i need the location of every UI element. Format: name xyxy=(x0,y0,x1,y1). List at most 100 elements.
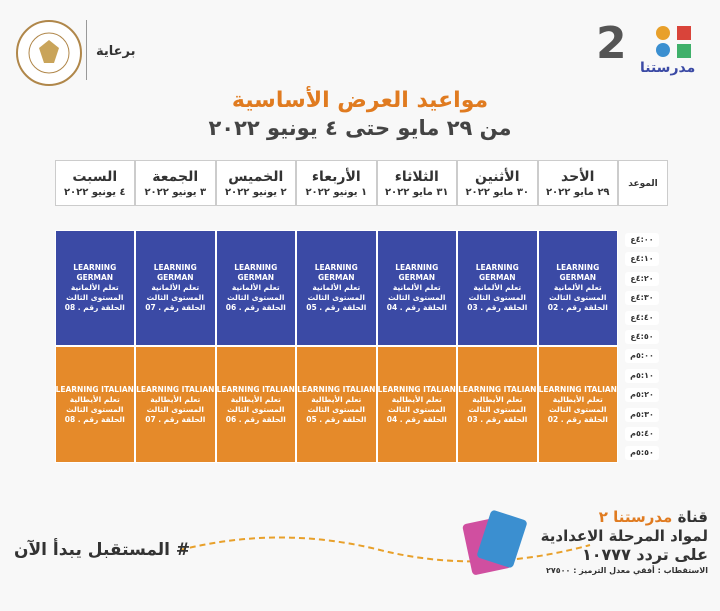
program-title: LEARNING ITALIAN xyxy=(458,384,537,394)
program-episode: الحلقة رقم . 05 xyxy=(306,303,367,313)
program-subject: تعلم الألمانية xyxy=(151,283,200,293)
program-details: تعلم الأيطالية المستوى الثالث الحلقة رقم .… xyxy=(136,395,215,425)
ministry-seal xyxy=(16,20,82,86)
time-header-cell: الموعد xyxy=(618,160,668,206)
program-subject: تعلم الأيطالية xyxy=(391,394,442,404)
program-episode: الحلقة رقم . 07 xyxy=(145,414,206,424)
slogan: # المستقبل يبدأ الآن xyxy=(14,540,191,560)
program-details: تعلم الأيطالية المستوى الثالث الحلقة رقم .… xyxy=(378,395,457,425)
program-details: تعلم الألمانية المستوى الثالث الحلقة رقم .… xyxy=(297,283,376,313)
program-subject: تعلم الأيطالية xyxy=(472,394,523,404)
program-level: المستوى الثالث xyxy=(549,404,607,414)
program-title: LEARNING ITALIAN xyxy=(55,384,134,394)
channel-line: قناة مدرستنا ٢ xyxy=(599,508,708,526)
program-level: المستوى الثالث xyxy=(468,404,526,414)
program-details: تعلم الألمانية المستوى الثالث الحلقة رقم .… xyxy=(56,283,135,313)
program-level: المستوى الثالث xyxy=(66,404,124,414)
tech-info: الاستقطاب : أفقي معدل الترميز : ٢٧٥٠٠ xyxy=(545,566,708,575)
program-subject: تعلم الأيطالية xyxy=(69,394,120,404)
program-cell: LEARNING GERMAN تعلم الألمانية المستوى الث… xyxy=(135,230,216,347)
program-episode: الحلقة رقم . 08 xyxy=(64,414,125,424)
audience: لمواد المرحلة الاعدادية xyxy=(540,527,708,545)
day-date: ٤ يونيو ٢٠٢٢ xyxy=(63,187,126,198)
day-header: الخميس ٢ يونيو ٢٠٢٢ xyxy=(215,160,296,206)
program-cell: LEARNING GERMAN تعلم الألمانية المستوى الث… xyxy=(537,230,618,347)
program-details: تعلم الأيطالية المستوى الثالث الحلقة رقم .… xyxy=(458,395,537,425)
day-name: الأثنين xyxy=(474,169,520,185)
program-episode: الحلقة رقم . 03 xyxy=(467,414,528,424)
time-label: ٥:١٠م xyxy=(625,368,659,383)
day-date: ٣ يونيو ٢٠٢٢ xyxy=(144,187,207,198)
program-level: المستوى الثالث xyxy=(468,293,526,303)
day-name: الثلاثاء xyxy=(394,169,439,185)
program-title: LEARNING GERMAN xyxy=(475,263,519,283)
time-label: ٤:٥٠ع xyxy=(625,330,659,344)
program-subject: تعلم الأيطالية xyxy=(552,394,603,404)
program-cell: LEARNING GERMAN تعلم الألمانية المستوى الث… xyxy=(54,230,135,347)
time-label: ٥:٣٠م xyxy=(625,407,659,422)
program-subject: تعلم الألمانية xyxy=(70,283,119,293)
program-subject: تعلم الألمانية xyxy=(312,283,361,293)
time-label: ٥:٥٠م xyxy=(625,446,659,461)
day-date: ٣٠ مايو ٢٠٢٢ xyxy=(465,187,530,198)
program-episode: الحلقة رقم . 07 xyxy=(145,303,206,313)
program-cell: LEARNING GERMAN تعلم الألمانية المستوى الث… xyxy=(457,230,538,347)
program-episode: الحلقة رقم . 06 xyxy=(225,414,286,424)
program-cell: LEARNING GERMAN تعلم الألمانية المستوى الث… xyxy=(296,230,377,347)
program-details: تعلم الألمانية المستوى الثالث الحلقة رقم .… xyxy=(539,283,618,313)
day-name: الأربعاء xyxy=(311,169,361,185)
program-episode: الحلقة رقم . 05 xyxy=(306,414,367,424)
program-subject: تعلم الألمانية xyxy=(231,283,280,293)
program-subject: تعلم الأيطالية xyxy=(230,394,281,404)
program-title: LEARNING ITALIAN xyxy=(136,384,215,394)
time-label: ٤:٤٠ع xyxy=(625,310,659,325)
time-header: الموعد xyxy=(628,179,658,189)
program-level: المستوى الثالث xyxy=(66,293,124,303)
program-episode: الحلقة رقم . 04 xyxy=(386,414,447,424)
program-cell: LEARNING ITALIAN تعلم الأيطالية المستوى ال… xyxy=(457,346,538,463)
program-episode: الحلقة رقم . 03 xyxy=(467,303,528,313)
time-label: ٤:٢٠ع xyxy=(625,271,659,286)
program-details: تعلم الألمانية المستوى الثالث الحلقة رقم .… xyxy=(378,283,457,313)
program-episode: الحلقة رقم . 08 xyxy=(64,303,125,313)
day-name: السبت xyxy=(72,169,118,185)
day-header: الأربعاء ١ يونيو ٢٠٢٢ xyxy=(296,160,377,206)
program-level: المستوى الثالث xyxy=(549,293,607,303)
program-cell: LEARNING ITALIAN تعلم الأيطالية المستوى ال… xyxy=(135,346,216,463)
time-label: ٤:١٠ع xyxy=(625,252,659,267)
program-level: المستوى الثالث xyxy=(146,293,204,303)
program-cell: LEARNING ITALIAN تعلم الأيطالية المستوى ال… xyxy=(296,346,377,463)
program-episode: الحلقة رقم . 02 xyxy=(547,414,608,424)
program-subject: تعلم الألمانية xyxy=(392,283,441,293)
title: مواعيد العرض الأساسية xyxy=(231,88,489,113)
channel-label: قناة xyxy=(677,508,708,526)
program-details: تعلم الألمانية المستوى الثالث الحلقة رقم .… xyxy=(136,283,215,313)
day-name: الخميس xyxy=(228,169,284,185)
program-title: LEARNING GERMAN xyxy=(153,263,197,283)
dashed-line xyxy=(180,536,591,563)
program-cell: LEARNING ITALIAN تعلم الأيطالية المستوى ال… xyxy=(54,346,135,463)
program-title: LEARNING ITALIAN xyxy=(377,384,456,394)
subtitle: من ٢٩ مايو حتى ٤ يونيو ٢٠٢٢ xyxy=(208,116,512,140)
program-subject: تعلم الأيطالية xyxy=(311,394,362,404)
program-details: تعلم الألمانية المستوى الثالث الحلقة رقم .… xyxy=(217,283,296,313)
day-date: ٢٩ مايو ٢٠٢٢ xyxy=(545,187,610,198)
program-title: LEARNING GERMAN xyxy=(395,263,439,283)
time-label: ٥:٢٠م xyxy=(625,388,659,403)
channel-number: 2 xyxy=(596,18,627,69)
program-cell: LEARNING ITALIAN تعلم الأيطالية المستوى ال… xyxy=(215,346,296,463)
program-subject: تعلم الألمانية xyxy=(553,283,602,293)
program-level: المستوى الثالث xyxy=(307,293,365,303)
program-level: المستوى الثالث xyxy=(227,404,285,414)
program-subject: تعلم الألمانية xyxy=(473,283,522,293)
day-header: السبت ٤ يونيو ٢٠٢٢ xyxy=(54,160,135,206)
time-label: ٤:٣٠ع xyxy=(625,291,659,306)
day-date: ١ يونيو ٢٠٢٢ xyxy=(305,187,368,198)
sponsor: برعاية xyxy=(96,44,136,59)
program-cell: LEARNING GERMAN تعلم الألمانية المستوى الث… xyxy=(376,230,457,347)
program-cell: LEARNING GERMAN تعلم الألمانية المستوى الث… xyxy=(215,230,296,347)
program-episode: الحلقة رقم . 04 xyxy=(386,303,447,313)
program-details: تعلم الأيطالية المستوى الثالث الحلقة رقم .… xyxy=(539,395,618,425)
day-header: الجمعة ٣ يونيو ٢٠٢٢ xyxy=(135,160,216,206)
program-title: LEARNING ITALIAN xyxy=(538,384,617,394)
